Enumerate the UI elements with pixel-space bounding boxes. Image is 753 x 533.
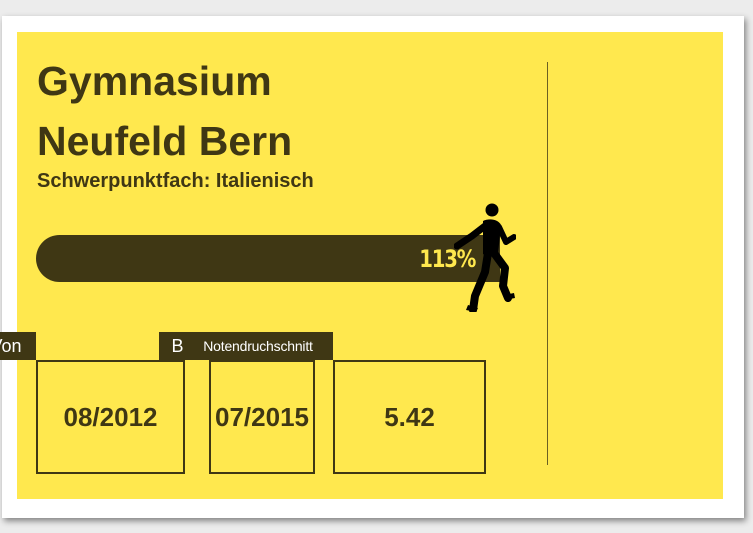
stat-grade-label: Notendruchschnitt [183,332,333,360]
school-name-line-1: Gymnasium [37,58,272,104]
stat-from-box: 08/2012 [36,360,185,474]
focus-subject: Schwerpunktfach: Italienisch [37,170,314,192]
progress-fill: 113% [36,235,501,282]
stat-to-value: 07/2015 [215,402,309,432]
stat-to-box: 07/2015 [209,360,315,474]
progress-label: 113% [419,245,476,273]
stat-from-value: 08/2012 [63,402,158,432]
stat-grade-box: 5.42 [333,360,486,474]
stat-grade-value: 5.42 [384,402,435,432]
progress-bar: 113% [36,235,505,282]
school-name-line-2: Neufeld Bern [37,118,293,164]
stat-from-label: Von [0,332,36,360]
school-card: Gymnasium Neufeld Bern Schwerpunktfach: … [0,32,723,499]
running-man-icon [454,203,516,312]
vertical-divider [547,62,548,465]
